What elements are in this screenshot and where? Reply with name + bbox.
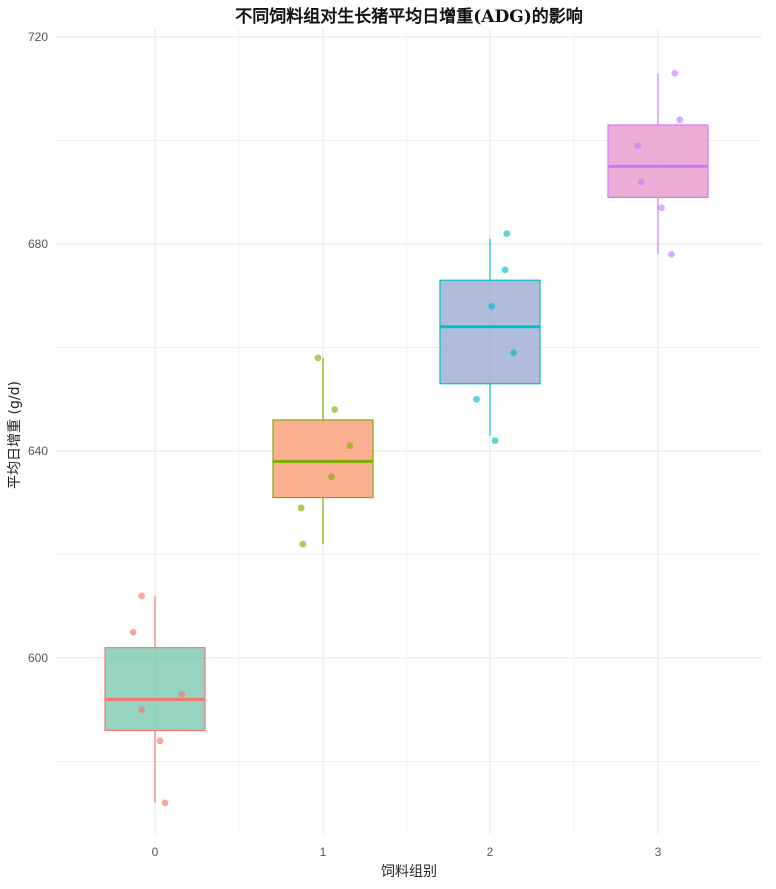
data-point — [637, 178, 645, 186]
box-series — [104, 73, 709, 803]
data-point — [138, 592, 145, 600]
data-point — [491, 437, 499, 445]
box-group-1 — [272, 357, 374, 545]
y-tick-label: 600 — [28, 651, 48, 665]
data-point — [178, 690, 186, 698]
data-point — [129, 628, 137, 636]
y-tick-label: 680 — [28, 237, 48, 251]
chart-title: 不同饲料组对生长猪平均日增重(ADG)的影响 — [235, 6, 583, 27]
data-point — [503, 230, 511, 238]
data-point — [156, 737, 164, 745]
box-iqr — [439, 279, 541, 385]
data-point — [138, 706, 145, 714]
box-group-0 — [104, 595, 206, 803]
data-point — [671, 69, 679, 77]
box-group-2 — [439, 238, 541, 436]
data-point — [488, 302, 496, 310]
x-tick-label: 2 — [487, 845, 494, 859]
data-point — [297, 504, 305, 512]
y-axis-title: 平均日增重 (g/d) — [7, 381, 23, 489]
data-point — [634, 142, 642, 150]
data-point — [161, 799, 169, 807]
data-point — [328, 473, 335, 481]
x-axis-title: 饲料组别 — [381, 864, 437, 880]
box-group-3 — [607, 73, 709, 255]
data-point — [676, 116, 684, 124]
box-iqr — [272, 419, 374, 499]
box-iqr — [104, 647, 206, 732]
box-iqr — [607, 124, 709, 199]
data-point — [346, 442, 354, 450]
data-point — [473, 395, 480, 403]
jitter-points — [129, 69, 684, 807]
data-point — [657, 204, 665, 212]
data-point — [510, 349, 517, 357]
x-axis-ticks: 0 1 2 3 — [152, 845, 662, 859]
data-point — [668, 250, 675, 258]
x-tick-label: 1 — [320, 845, 327, 859]
y-tick-label: 720 — [28, 30, 48, 44]
data-point — [314, 354, 322, 362]
y-tick-label: 640 — [28, 444, 48, 458]
x-tick-label: 0 — [152, 845, 159, 859]
y-axis-ticks: 600 640 680 720 — [28, 30, 48, 665]
data-point — [331, 406, 339, 413]
data-point — [501, 266, 509, 274]
x-tick-label: 3 — [655, 845, 662, 859]
data-point — [299, 540, 307, 548]
